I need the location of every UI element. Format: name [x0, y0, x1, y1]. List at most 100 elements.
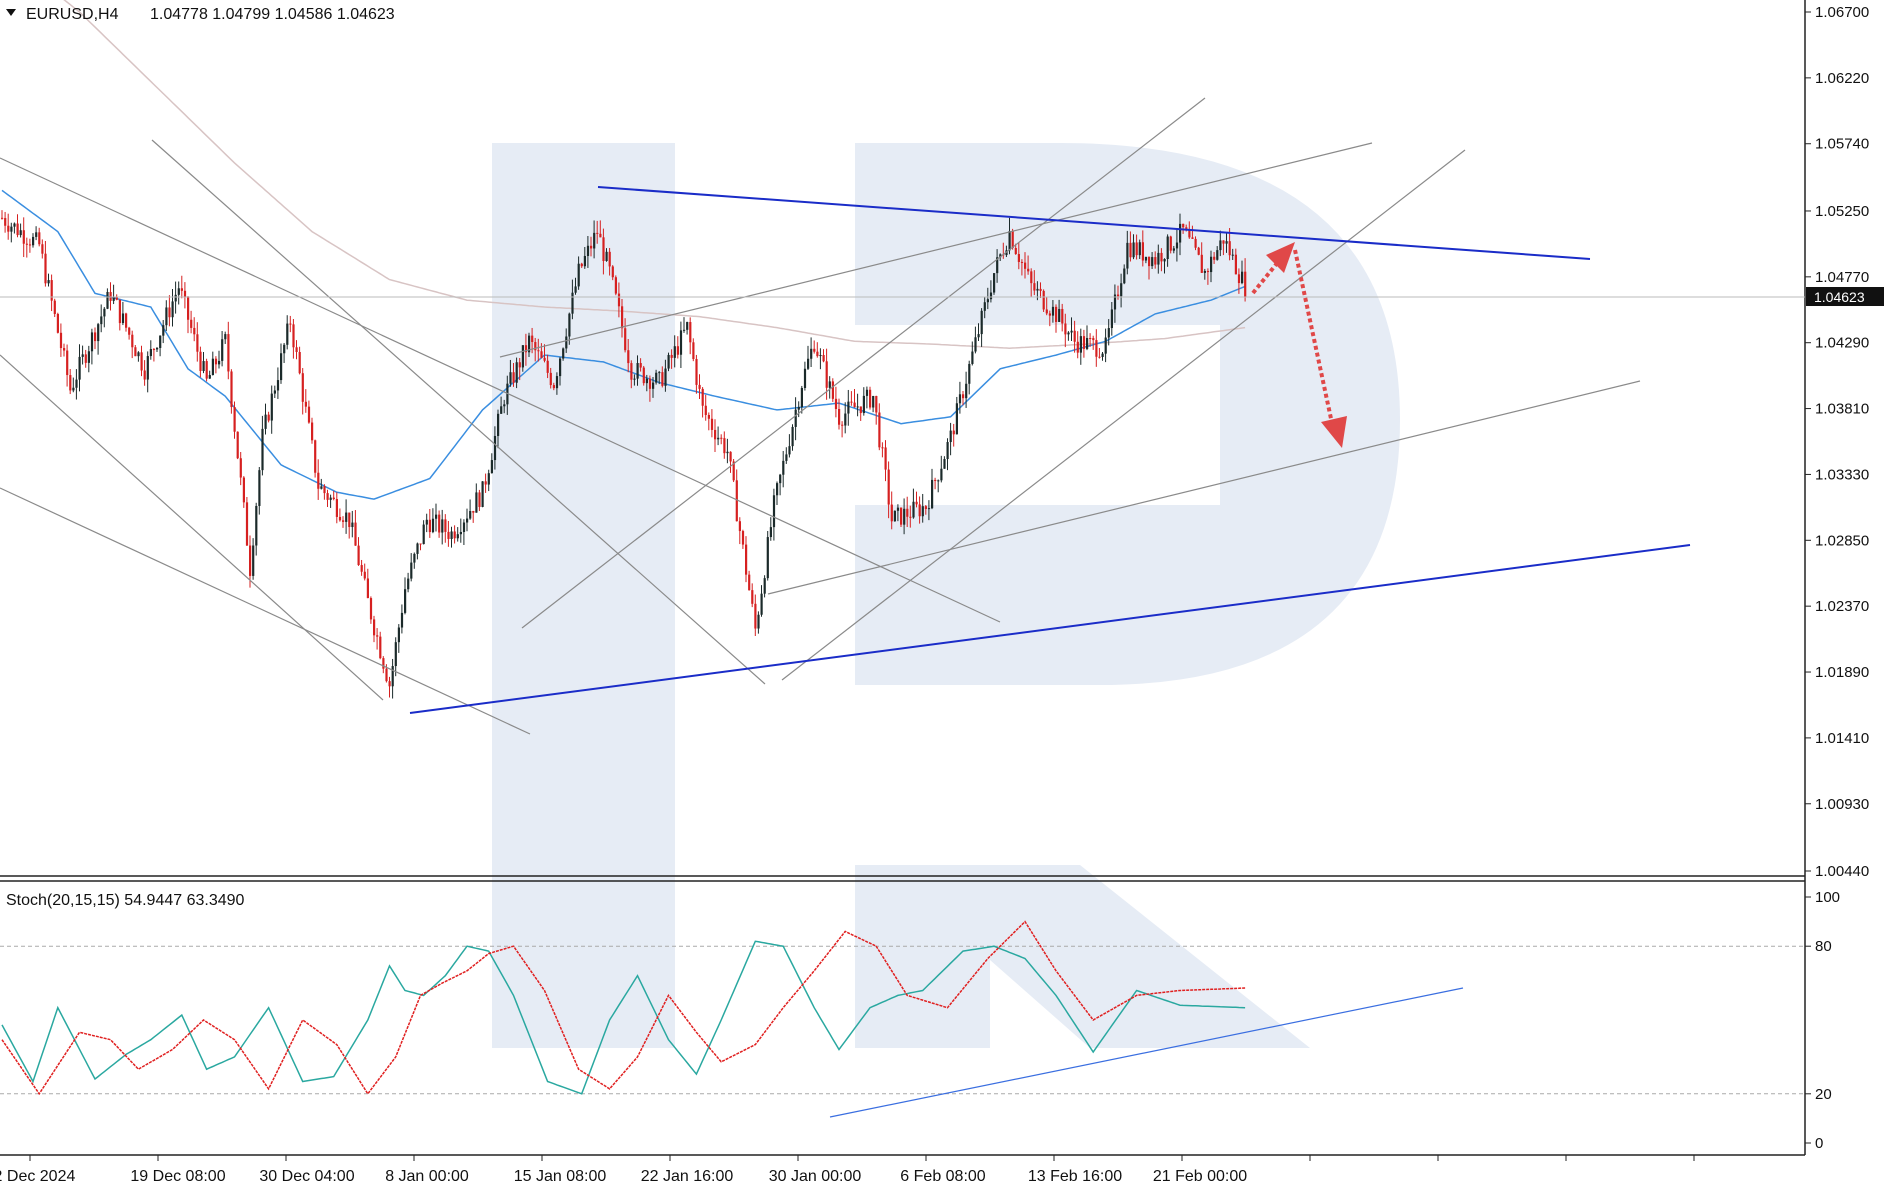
- candle: [168, 295, 171, 327]
- candle: [707, 412, 710, 431]
- candle: [1033, 270, 1036, 296]
- candle: [785, 447, 788, 464]
- watermark-logo: [492, 143, 1400, 1048]
- candle: [329, 494, 332, 508]
- candle: [509, 359, 512, 387]
- candle: [404, 577, 407, 615]
- candle: [249, 535, 252, 588]
- candle: [788, 434, 791, 458]
- candle: [1113, 284, 1117, 323]
- candle: [44, 240, 47, 287]
- time-tick-label: 6 Feb 08:00: [900, 1168, 986, 1185]
- candle: [763, 575, 766, 598]
- gray-trendline-3: [0, 487, 531, 735]
- candle: [776, 481, 779, 506]
- candle: [627, 339, 630, 373]
- candle: [1027, 255, 1030, 275]
- candle: [782, 450, 785, 488]
- candle: [729, 451, 732, 473]
- candle: [983, 296, 986, 319]
- candle: [407, 572, 410, 593]
- candle: [1151, 252, 1154, 269]
- candle: [602, 228, 605, 275]
- candle: [720, 434, 723, 445]
- candle: [78, 344, 81, 392]
- candle: [614, 275, 617, 296]
- candle: [500, 396, 503, 414]
- candle: [844, 402, 847, 434]
- candle: [537, 338, 540, 362]
- candle: [84, 349, 87, 368]
- candle: [162, 320, 165, 344]
- candle: [695, 354, 698, 394]
- candle: [636, 355, 639, 386]
- price-tick-label: 1.02370: [1815, 598, 1869, 615]
- price-panel-frame: [0, 0, 1806, 1156]
- time-axis: 12 Dec 2024 19 Dec 08:00 30 Dec 04:00 8 Jan…: [0, 1155, 1695, 1185]
- candle: [1039, 282, 1042, 298]
- fast-moving-average-line: [1, 189, 1246, 500]
- candle: [1237, 268, 1241, 294]
- candle: [611, 265, 614, 281]
- candle: [326, 489, 329, 508]
- candle: [149, 340, 152, 360]
- candle: [1241, 260, 1244, 285]
- candle: [400, 604, 404, 634]
- candle: [865, 386, 869, 409]
- candle: [1213, 252, 1216, 264]
- ohlc-values: 1.04778 1.04799 1.04586 1.04623: [150, 6, 395, 23]
- candle: [276, 367, 280, 399]
- price-axis: 1.06700 1.06220 1.05740 1.05250 1.04770 1.042…: [1805, 4, 1869, 880]
- candle: [927, 500, 931, 521]
- candle: [1163, 258, 1166, 274]
- candle: [435, 503, 438, 532]
- candle: [128, 326, 131, 340]
- candle: [1216, 246, 1219, 261]
- candle: [109, 282, 112, 311]
- candle: [1244, 258, 1247, 302]
- candle: [171, 288, 174, 327]
- candle: [689, 317, 692, 355]
- candle: [1101, 352, 1104, 361]
- candle: [546, 354, 549, 379]
- support-line: [409, 544, 1691, 714]
- candle: [1219, 230, 1222, 257]
- candle: [459, 518, 462, 543]
- candle: [391, 658, 394, 699]
- candle: [447, 520, 450, 547]
- candle: [4, 211, 7, 233]
- candle: [233, 401, 236, 439]
- candle: [298, 346, 301, 375]
- candle: [466, 508, 469, 532]
- gray-trendline-1: [0, 157, 1001, 623]
- price-tick-label: 1.06220: [1815, 70, 1869, 87]
- candle: [726, 438, 729, 464]
- time-tick-label: 19 Dec 08:00: [130, 1168, 225, 1185]
- candle: [1089, 333, 1092, 347]
- candle: [766, 530, 769, 581]
- candle: [745, 536, 748, 583]
- candle: [143, 360, 146, 386]
- candle: [38, 227, 41, 247]
- candle: [69, 369, 72, 395]
- candle: [1144, 256, 1148, 264]
- candle: [59, 323, 63, 357]
- candle: [87, 345, 90, 373]
- candle: [1203, 268, 1206, 280]
- candle: [875, 395, 878, 425]
- gray-trendline-8: [767, 380, 1641, 595]
- candle: [369, 596, 373, 624]
- candle: [965, 371, 968, 408]
- candle: [810, 337, 813, 368]
- candle: [574, 277, 577, 295]
- candle: [884, 440, 887, 482]
- gray-trendline-4: [151, 139, 766, 685]
- candle: [112, 284, 115, 305]
- candle: [230, 369, 233, 414]
- candle: [165, 300, 168, 331]
- candle: [590, 236, 593, 257]
- candle: [94, 327, 97, 350]
- candle: [25, 237, 28, 258]
